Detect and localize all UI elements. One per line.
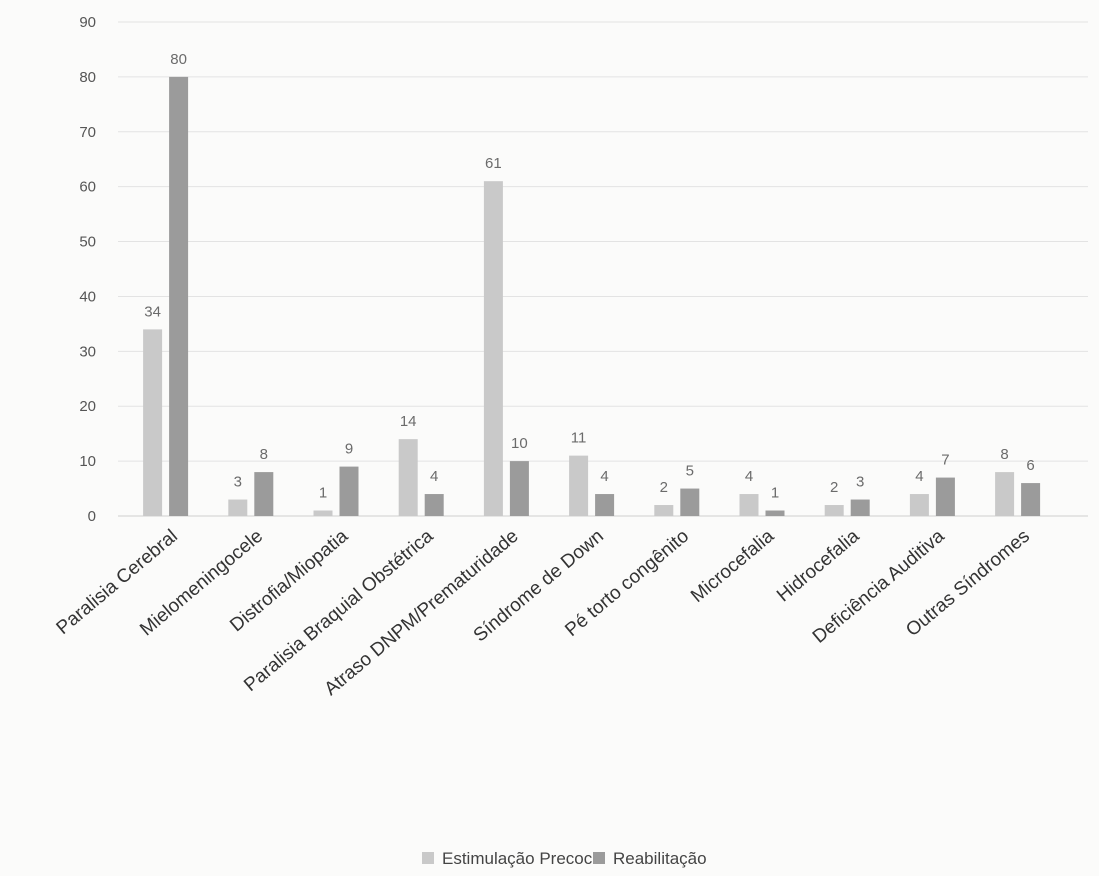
data-label: 4	[430, 468, 438, 485]
y-tick-label: 70	[79, 124, 96, 141]
legend-item: Estimulação Precoce	[422, 849, 602, 868]
category-label: Microcefalia	[687, 525, 778, 607]
bar-estimulacao-precoce	[228, 499, 248, 516]
legend-item: Reabilitação	[593, 849, 707, 868]
legend-label: Reabilitação	[613, 849, 707, 868]
bar-estimulacao-precoce	[654, 505, 674, 516]
data-label: 10	[511, 435, 528, 452]
data-label: 4	[915, 468, 923, 485]
bar-reabilitacao	[424, 494, 444, 516]
data-label: 3	[856, 474, 864, 491]
bar-reabilitacao	[595, 494, 615, 516]
bar-estimulacao-precoce	[569, 455, 589, 516]
bar-estimulacao-precoce	[739, 494, 759, 516]
y-tick-label: 40	[79, 288, 96, 305]
bar-estimulacao-precoce	[483, 181, 503, 516]
legend: Estimulação Precoce Reabilitação	[422, 849, 707, 868]
data-label: 8	[260, 446, 268, 463]
data-label: 9	[345, 441, 353, 458]
legend-swatch	[422, 852, 434, 864]
data-label: 1	[771, 485, 779, 502]
y-tick-label: 20	[79, 398, 96, 415]
data-label: 3	[234, 474, 242, 491]
bars	[143, 76, 1041, 516]
gridlines	[118, 21, 1088, 517]
data-label: 80	[170, 51, 187, 68]
category-label: Hidrocefalia	[773, 525, 864, 606]
data-label: 6	[1026, 457, 1034, 474]
data-label: 2	[660, 479, 668, 496]
bar-estimulacao-precoce	[995, 472, 1015, 516]
bar-reabilitacao	[765, 510, 785, 516]
legend-label: Estimulação Precoce	[442, 849, 602, 868]
bar-reabilitacao	[509, 461, 529, 516]
y-tick-label: 80	[79, 69, 96, 86]
data-label: 5	[686, 463, 694, 480]
data-label: 7	[941, 452, 949, 469]
x-axis-categories: Paralisia CerebralMielomeningoceleDistro…	[53, 525, 1034, 700]
y-tick-label: 10	[79, 453, 96, 470]
data-label: 4	[745, 468, 753, 485]
data-label: 61	[485, 155, 502, 172]
bar-estimulacao-precoce	[909, 494, 929, 516]
bar-reabilitacao	[680, 488, 700, 516]
bar-reabilitacao	[169, 76, 189, 516]
y-tick-label: 90	[79, 14, 96, 31]
bar-reabilitacao	[935, 477, 955, 516]
bar-reabilitacao	[850, 499, 870, 516]
data-label: 2	[830, 479, 838, 496]
y-tick-label: 0	[88, 508, 96, 525]
bar-estimulacao-precoce	[313, 510, 333, 516]
data-label: 11	[571, 430, 587, 447]
data-label: 4	[600, 468, 608, 485]
data-label: 8	[1000, 446, 1008, 463]
bar-estimulacao-precoce	[143, 329, 163, 516]
data-label: 1	[319, 485, 327, 502]
y-axis-ticks: 0 10 20 30 40 50 60 70 80 90	[79, 14, 96, 525]
bar-reabilitacao	[339, 466, 359, 516]
y-tick-label: 30	[79, 343, 96, 360]
y-tick-label: 50	[79, 234, 96, 251]
legend-swatch	[593, 852, 605, 864]
bar-estimulacao-precoce	[398, 439, 418, 516]
data-label: 14	[400, 413, 417, 430]
data-label: 34	[144, 303, 161, 320]
bar-estimulacao-precoce	[824, 505, 844, 516]
bar-reabilitacao	[254, 472, 274, 516]
y-tick-label: 60	[79, 179, 96, 196]
bar-reabilitacao	[1021, 483, 1041, 516]
